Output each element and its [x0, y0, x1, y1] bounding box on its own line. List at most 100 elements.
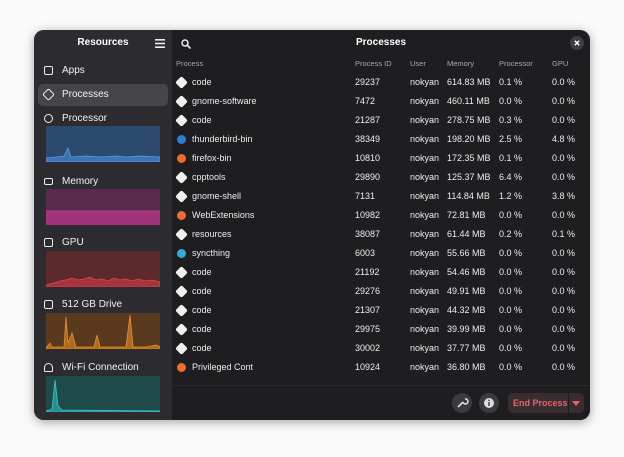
cell: code — [192, 305, 212, 315]
process-row[interactable]: code 21307 nokyan 44.32 MB 0.0 % 0.0 % — [172, 303, 590, 322]
icon — [44, 178, 53, 185]
cell: code — [192, 324, 212, 334]
process-row[interactable]: resources 38087 nokyan 61.44 MB 0.2 % 0.1 % — [172, 227, 590, 246]
process-icon — [175, 76, 188, 89]
cell: code — [192, 77, 212, 87]
cell: Privileged Cont — [192, 362, 254, 372]
nav-item[interactable]: Memory — [38, 171, 168, 193]
cell: 0.0 % — [499, 96, 523, 106]
menu-button[interactable] — [155, 39, 165, 48]
column-header: User — [410, 59, 426, 68]
dropdown-arrow[interactable] — [572, 401, 580, 406]
close-button[interactable] — [570, 36, 584, 50]
nav-item[interactable]: Apps — [38, 60, 168, 82]
cell: 10810 — [355, 153, 381, 163]
cell: 2.5 % — [499, 134, 523, 144]
cell: 278.75 MB — [447, 115, 491, 125]
process-row[interactable]: code 30002 nokyan 37.77 MB 0.0 % 0.0 % — [172, 341, 590, 360]
process-row[interactable]: syncthing 6003 nokyan 55.66 MB 0.0 % 0.0 % — [172, 246, 590, 265]
cell: 125.37 MB — [447, 172, 491, 182]
process-row[interactable]: thunderbird-bin 38349 nokyan 198.20 MB 2.5 %… — [172, 132, 590, 151]
cell: code — [192, 267, 212, 277]
cell: 37.77 MB — [447, 343, 486, 353]
nav-label: GPU — [62, 237, 84, 248]
cell: nokyan — [410, 305, 440, 315]
process-icon — [177, 249, 186, 258]
process-icon — [175, 228, 188, 241]
process-row[interactable]: code 29237 nokyan 614.83 MB 0.1 % 0.0 % — [172, 75, 590, 94]
nav-label: 512 GB Drive — [62, 299, 123, 310]
cell: nokyan — [410, 115, 440, 125]
view-title: Processes — [355, 37, 407, 48]
process-row[interactable]: code 21287 nokyan 278.75 MB 0.3 % 0.0 % — [172, 113, 590, 132]
cell: 0.0 % — [552, 324, 576, 334]
cell: 0.0 % — [552, 286, 576, 296]
process-row[interactable]: gnome-shell 7131 nokyan 114.84 MB 1.2 % 3.8 % — [172, 189, 590, 208]
cell: 72.81 MB — [447, 210, 486, 220]
window: Resources Apps Processes Processor Memor… — [34, 30, 590, 420]
cpu-graph — [46, 126, 160, 162]
nav-item[interactable]: Processor — [38, 108, 168, 130]
options-button[interactable] — [452, 393, 472, 413]
cell: nokyan — [410, 286, 440, 296]
cell: 0.0 % — [552, 153, 576, 163]
icon — [44, 66, 53, 75]
cell: 29975 — [355, 324, 381, 334]
process-row[interactable]: cpptools 29890 nokyan 125.37 MB 6.4 % 0.0 % — [172, 170, 590, 189]
cell: 0.0 % — [499, 210, 523, 220]
cell: 198.20 MB — [447, 134, 491, 144]
search-button[interactable] — [181, 39, 191, 49]
cell: 0.0 % — [552, 210, 576, 220]
cell: nokyan — [410, 362, 440, 372]
process-row[interactable]: firefox-bin 10810 nokyan 172.35 MB 0.1 % 0.0 … — [172, 151, 590, 170]
process-icon — [175, 304, 188, 317]
process-icon — [175, 285, 188, 298]
drive-graph — [46, 313, 160, 349]
process-row[interactable]: code 29975 nokyan 39.99 MB 0.0 % 0.0 % — [172, 322, 590, 341]
process-icon — [175, 95, 188, 108]
cell: nokyan — [410, 96, 440, 106]
memory-graph — [46, 189, 160, 225]
button-label: End Process — [513, 398, 568, 408]
nav-label: Processor — [62, 113, 108, 124]
nav-label: Memory — [62, 176, 99, 187]
process-icon — [177, 154, 186, 163]
cell: 0.0 % — [499, 324, 523, 334]
process-row[interactable]: code 21192 nokyan 54.46 MB 0.0 % 0.0 % — [172, 265, 590, 284]
cell: resources — [192, 229, 232, 239]
end-process-button[interactable]: End Process — [508, 393, 584, 413]
icon — [44, 114, 53, 123]
nav-item[interactable]: 512 GB Drive — [38, 294, 168, 316]
process-icon — [175, 266, 188, 279]
cell: 0.0 % — [552, 362, 576, 372]
process-icon — [175, 114, 188, 127]
info-button[interactable] — [479, 393, 499, 413]
nav-label: Wi-Fi Connection — [62, 362, 139, 373]
nav-item[interactable]: GPU — [38, 232, 168, 254]
nav-label: Processes — [62, 89, 109, 100]
cell: 0.1 % — [499, 77, 523, 87]
process-row[interactable]: code 29276 nokyan 49.91 MB 0.0 % 0.0 % — [172, 284, 590, 303]
cell: 38349 — [355, 134, 381, 144]
icon — [42, 88, 55, 101]
icon — [44, 363, 53, 372]
process-row[interactable]: Privileged Cont 10924 nokyan 36.80 MB 0.0 % 0… — [172, 360, 590, 379]
cell: nokyan — [410, 153, 440, 163]
column-header: Process — [176, 59, 204, 68]
network-graph — [46, 376, 160, 412]
cell: nokyan — [410, 267, 440, 277]
cell: 7131 — [355, 191, 376, 201]
cell: 10924 — [355, 362, 381, 372]
cell: 39.99 MB — [447, 324, 486, 334]
cell: firefox-bin — [192, 153, 232, 163]
nav-item[interactable]: Processes — [38, 84, 168, 106]
nav-item[interactable]: Wi-Fi Connection — [38, 357, 168, 379]
process-row[interactable]: WebExtensions 10982 nokyan 72.81 MB 0.0 % 0.0… — [172, 208, 590, 227]
cell: 0.0 % — [499, 343, 523, 353]
cell: code — [192, 115, 212, 125]
cell: 0.0 % — [552, 248, 576, 258]
cell: nokyan — [410, 77, 440, 87]
process-icon — [177, 211, 186, 220]
process-row[interactable]: gnome-software 7472 nokyan 460.11 MB 0.0 % 0.… — [172, 94, 590, 113]
cell: 460.11 MB — [447, 96, 490, 106]
